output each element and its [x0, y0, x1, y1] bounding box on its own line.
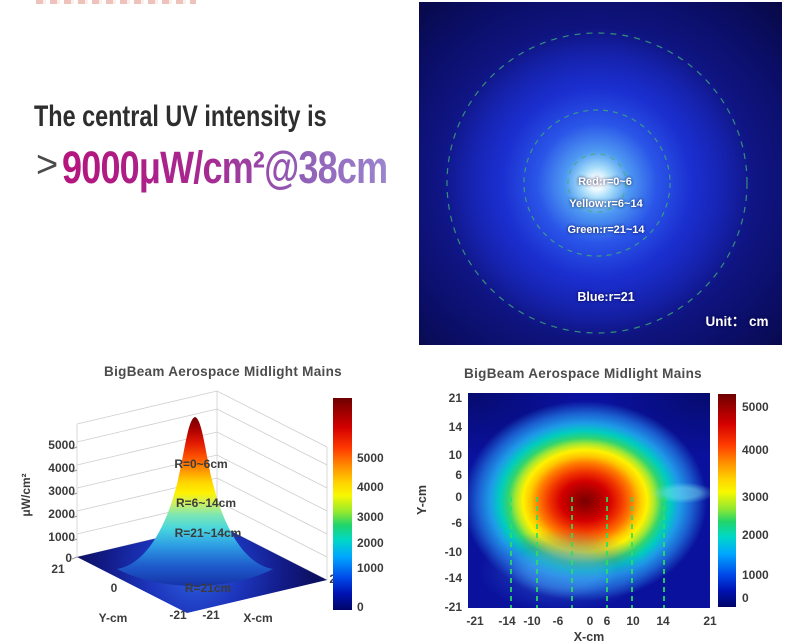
xtick-neg21: -21 — [466, 614, 484, 628]
hcb-tick-1000: 1000 — [742, 568, 769, 582]
guide-line-14 — [663, 497, 665, 608]
guide-line-10 — [631, 497, 633, 608]
blue-zone-label: Blue:r=21 — [577, 290, 635, 304]
xtick-neg10: -10 — [523, 614, 541, 628]
cb-tick-2000: 2000 — [357, 536, 384, 550]
cb-tick-1000: 1000 — [357, 561, 384, 575]
green-zone-label: Green:r=21~14 — [567, 224, 645, 236]
grid-lines — [76, 390, 328, 581]
guide-line-neg10 — [536, 497, 538, 608]
hcb-tick-0: 0 — [742, 591, 749, 605]
surface-plot-figure: BigBeam Aerospace Midlight Mains — [18, 362, 400, 642]
ytick-14: 14 — [448, 420, 462, 434]
surface-plot-scene: R=0~6cm R=6~14cm R=21~14cm R=21cm 5000 4… — [19, 390, 343, 625]
heatmap-area — [468, 393, 710, 608]
hero-headline: The central UV intensity is — [34, 100, 327, 133]
xtick-neg6: -6 — [552, 614, 564, 628]
uv-intensity-value: 9000μW/cm²@38cm — [62, 142, 388, 193]
annotation-r0-6: R=0~6cm — [174, 457, 227, 471]
heatmap-figure: BigBeam Aerospace Midlight Mains 21 14 1… — [400, 362, 799, 642]
ytick-10: 10 — [448, 448, 462, 462]
beam-zone-circles — [446, 32, 748, 334]
hcb-tick-4000: 4000 — [742, 443, 769, 457]
annotation-r21-14: R=21~14cm — [175, 526, 242, 540]
ytick-0: 0 — [455, 490, 462, 504]
cb-tick-3000: 3000 — [357, 510, 384, 524]
cb-tick-0: 0 — [357, 600, 364, 614]
z-tick-0: 0 — [65, 551, 72, 565]
clipped-red-text-fragment — [36, 0, 196, 4]
hero-value-line: >9000μW/cm²@38cm — [36, 142, 469, 194]
z-axis-label: μW/cm² — [19, 473, 33, 516]
ytick-neg6: -6 — [451, 516, 462, 530]
z-tick-2000: 2000 — [48, 507, 75, 521]
x-axis-label: X-cm — [243, 611, 272, 625]
xtick-21: 21 — [703, 614, 717, 628]
guide-line-neg14 — [510, 497, 512, 608]
unit-label: Unit： cm — [705, 314, 769, 329]
greater-than-sign: > — [36, 144, 59, 186]
annotation-r21: R=21cm — [185, 581, 231, 595]
yellow-zone-label: Yellow:r=6~14 — [569, 198, 643, 210]
xtick-6: 6 — [603, 614, 611, 628]
z-axis-ticks — [71, 446, 78, 560]
ytick-21: 21 — [448, 391, 462, 405]
x-tick-neg21: -21 — [202, 608, 220, 622]
hcb-tick-5000: 5000 — [742, 400, 769, 414]
z-tick-3000: 3000 — [48, 484, 75, 498]
z-tick-5000: 5000 — [48, 438, 75, 452]
y-tick-21-near: 21 — [51, 562, 65, 576]
xtick-10: 10 — [626, 614, 640, 628]
red-zone-label: Red:r=0~6 — [578, 176, 632, 188]
guide-line-6 — [606, 497, 608, 608]
ytick-neg21: -21 — [444, 600, 462, 614]
heatmap-y-axis-label: Y-cm — [415, 485, 429, 515]
beam-intensity-map: Red:r=0~6 Yellow:r=6~14 Green:r=21~14 Bl… — [419, 2, 782, 345]
heatmap-x-axis-label: X-cm — [573, 630, 605, 642]
hcb-tick-3000: 3000 — [742, 490, 769, 504]
y-tick-0: 0 — [111, 581, 118, 595]
y-axis-label: Y-cm — [99, 611, 128, 625]
xtick-neg14: -14 — [498, 614, 516, 628]
cb-tick-5000: 5000 — [357, 451, 384, 465]
ytick-6: 6 — [455, 468, 462, 482]
guide-line-neg6 — [571, 497, 573, 608]
green-zone-circle — [446, 32, 748, 334]
hcb-tick-2000: 2000 — [742, 528, 769, 542]
annotation-r6-14: R=6~14cm — [176, 496, 236, 510]
gaussian-bell-surface — [117, 417, 273, 586]
y-tick-neg21: -21 — [169, 608, 187, 622]
heatmap-title: BigBeam Aerospace Midlight Mains — [464, 366, 702, 381]
xtick-14: 14 — [656, 614, 670, 628]
z-tick-1000: 1000 — [48, 530, 75, 544]
heatmap-colorbar — [718, 394, 736, 607]
yellow-zone-circle — [523, 109, 671, 257]
xtick-0: 0 — [586, 614, 594, 628]
ytick-neg14: -14 — [444, 571, 462, 585]
surface-plot-title: BigBeam Aerospace Midlight Mains — [104, 364, 342, 379]
cb-tick-4000: 4000 — [357, 480, 384, 494]
red-zone-circle — [567, 153, 627, 213]
ytick-neg10: -10 — [444, 545, 462, 559]
surface-colorbar — [333, 398, 352, 610]
z-tick-4000: 4000 — [48, 461, 75, 475]
